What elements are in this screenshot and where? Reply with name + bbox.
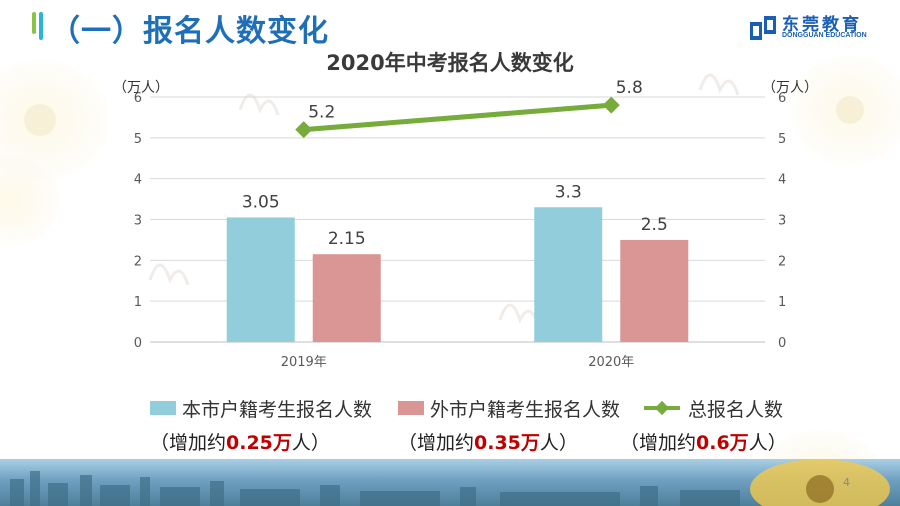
- accent-bar: [32, 12, 36, 34]
- logo: 东莞教育 DONGGUAN EDUCATION: [748, 10, 888, 46]
- total-point: [602, 96, 620, 114]
- bar: [226, 217, 295, 342]
- y-right-tick-label: 5: [778, 132, 786, 147]
- y-left-tick-label: 3: [134, 214, 142, 229]
- note-prefix: （增加约: [620, 432, 697, 454]
- x-tick-label: 2019年: [281, 355, 327, 370]
- legend-swatch-local: [150, 401, 176, 415]
- legend-label-local: 本市户籍考生报名人数: [182, 398, 373, 421]
- total-line: [303, 102, 612, 133]
- note-value: 0.25万: [226, 432, 292, 454]
- x-tick-label: 2020年: [588, 355, 634, 370]
- total-value-label: 5.2: [308, 103, 335, 123]
- note-prefix: （增加约: [398, 432, 475, 454]
- slide-header: （一）报名人数变化 东莞教育 DONGGUAN EDUCATION: [0, 0, 900, 52]
- legend-label-total: 总报名人数: [688, 398, 784, 421]
- bar-value-label: 3.3: [555, 182, 582, 202]
- y-left-tick-label: 2: [134, 254, 142, 269]
- note-prefix: （增加约: [150, 432, 227, 454]
- logo-name: 东莞教育: [782, 15, 862, 35]
- note-suffix: 人）: [748, 432, 787, 454]
- bar-value-label: 3.05: [242, 192, 280, 212]
- page-number: 4: [843, 476, 850, 489]
- note-value: 0.35万: [474, 432, 540, 454]
- y-right-tick-label: 0: [778, 336, 786, 351]
- y-right-axis-label: （万人）: [762, 80, 818, 96]
- total-value-label: 5.8: [616, 78, 643, 98]
- y-left-axis-label: （万人）: [113, 80, 169, 96]
- total-point: [295, 121, 313, 139]
- bar-value-label: 2.5: [641, 215, 668, 235]
- accent-bar: [39, 12, 43, 40]
- bar: [620, 239, 689, 342]
- logo-subtitle: DONGGUAN EDUCATION: [782, 32, 867, 39]
- y-right-tick-label: 6: [778, 91, 786, 106]
- section-title: （一）报名人数变化: [50, 14, 329, 49]
- bar: [312, 254, 381, 342]
- city-skyline-image: [10, 459, 890, 506]
- y-right-tick-label: 2: [778, 254, 786, 269]
- y-left-tick-label: 6: [134, 91, 142, 106]
- legend-swatch-nonlocal: [398, 401, 424, 415]
- note-suffix: 人）: [539, 432, 578, 454]
- y-right-tick-label: 4: [778, 173, 786, 188]
- bar-value-label: 2.15: [328, 229, 366, 249]
- legend-swatch-total: [644, 400, 680, 416]
- legend-item-nonlocal: 外市户籍考生报名人数: [398, 396, 621, 421]
- y-right-tick-label: 3: [778, 214, 786, 229]
- logo-icon: [750, 16, 776, 40]
- y-left-tick-label: 0: [134, 336, 142, 351]
- y-right-tick-label: 1: [778, 295, 786, 310]
- legend-label-nonlocal: 外市户籍考生报名人数: [430, 398, 621, 421]
- bar: [534, 207, 603, 342]
- note-nonlocal: （增加约0.35万人）: [398, 428, 578, 455]
- note-total: （增加约0.6万人）: [620, 428, 787, 455]
- footer-banner: [0, 459, 900, 506]
- legend-item-local: 本市户籍考生报名人数: [150, 396, 373, 421]
- note-local: （增加约0.25万人）: [150, 428, 330, 455]
- y-left-tick-label: 1: [134, 295, 142, 310]
- note-value: 0.6万: [696, 432, 749, 454]
- y-left-tick-label: 4: [134, 173, 142, 188]
- chart-title: 2020年中考报名人数变化: [326, 51, 573, 75]
- legend-item-total: 总报名人数: [642, 396, 784, 421]
- y-left-tick-label: 5: [134, 132, 142, 147]
- note-suffix: 人）: [291, 432, 330, 454]
